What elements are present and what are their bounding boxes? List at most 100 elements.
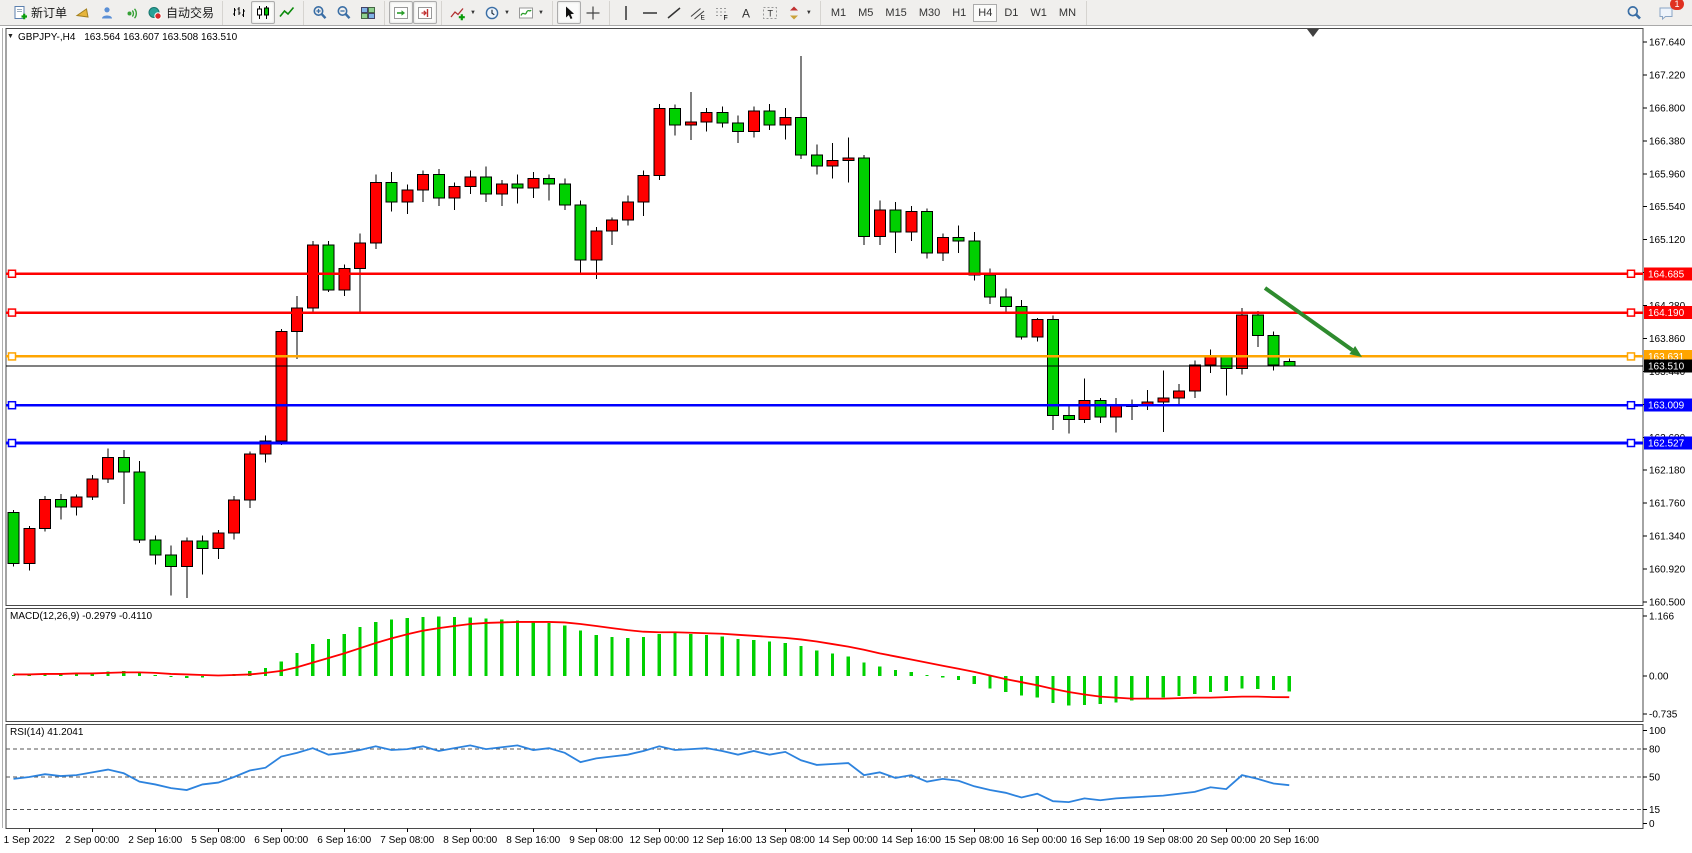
- templates-button[interactable]: ▼: [514, 1, 548, 24]
- hline-handle[interactable]: [1626, 352, 1636, 361]
- vertical-line-button[interactable]: [614, 1, 638, 24]
- crosshair-button[interactable]: [581, 1, 605, 24]
- horizontal-line-button[interactable]: [638, 1, 662, 24]
- price-hline[interactable]: [6, 438, 1643, 448]
- candle: [102, 448, 114, 483]
- trendline-button[interactable]: [662, 1, 686, 24]
- auto-scroll-button[interactable]: [389, 1, 414, 24]
- timeframe-d1-button[interactable]: D1: [1004, 6, 1019, 19]
- candle: [39, 496, 51, 532]
- chart-shift-button[interactable]: [413, 1, 438, 24]
- signals-button[interactable]: [119, 1, 143, 24]
- equidistant-channel-button[interactable]: E: [686, 1, 710, 24]
- search-button[interactable]: [1622, 1, 1646, 24]
- autotrade-icon: [148, 6, 162, 20]
- price-hline[interactable]: [6, 352, 1643, 361]
- timeframe-mn-button[interactable]: MN: [1058, 6, 1077, 19]
- new-order-button[interactable]: 新订单: [8, 1, 71, 24]
- price-hline[interactable]: [6, 308, 1643, 317]
- candle: [133, 460, 146, 544]
- time-tick-label: 6 Sep 00:00: [254, 835, 308, 846]
- timeframe-h4-button[interactable]: H4: [973, 3, 998, 22]
- timeframe-m1-button[interactable]: M1: [830, 6, 847, 19]
- main-pane[interactable]: [5, 28, 1644, 606]
- arrows-button[interactable]: ▼: [782, 1, 816, 24]
- macd-indicator-label: MACD(12,26,9) -0.2979 -0.4110: [10, 611, 153, 622]
- price-hline[interactable]: [6, 400, 1643, 410]
- price-axis[interactable]: 160.500160.920161.340161.760162.180162.6…: [1643, 38, 1686, 609]
- candle: [70, 494, 83, 516]
- candle: [889, 202, 902, 253]
- time-axis[interactable]: 1 Sep 2022 2 Sep 00:00 2 Sep 16:00 5 Sep 08…: [4, 828, 1320, 847]
- alert-horn-button[interactable]: [71, 1, 95, 24]
- price-tick-label: 167.220: [1649, 70, 1686, 81]
- periods-button[interactable]: ▼: [480, 1, 514, 24]
- candle: [401, 184, 414, 214]
- timeframe-m5-button[interactable]: M5: [858, 6, 874, 19]
- dropdown-arrow-icon[interactable]: ▼: [503, 9, 510, 16]
- candle: [1157, 370, 1170, 432]
- notifications-button[interactable]: 1: [1654, 0, 1684, 24]
- macd-signal-line: [13, 621, 1290, 700]
- cursor-group: [553, 0, 610, 25]
- candlestick-chart-button[interactable]: [251, 1, 276, 24]
- hline-handle[interactable]: [1626, 400, 1636, 410]
- hline-handle[interactable]: [1626, 269, 1636, 279]
- hline-handle[interactable]: [7, 308, 17, 317]
- hline-handle[interactable]: [7, 438, 17, 448]
- candle: [417, 170, 429, 202]
- zoom-out-button[interactable]: [332, 1, 356, 24]
- candle: [747, 106, 760, 138]
- indicators-button[interactable]: ▼: [446, 1, 480, 24]
- scroll-group: [385, 0, 443, 25]
- rsi-tick-label: 15: [1649, 805, 1661, 816]
- candle: [795, 56, 807, 159]
- fibonacci-button[interactable]: F: [710, 1, 734, 24]
- cursor-button[interactable]: [556, 1, 581, 24]
- rsi-indicator-label: RSI(14) 41.2041: [10, 727, 84, 738]
- rsi-pane[interactable]: [5, 724, 1644, 829]
- timeframe-w1-button[interactable]: W1: [1030, 6, 1047, 19]
- candle: [480, 166, 492, 202]
- trend-arrow[interactable]: [1263, 286, 1362, 357]
- chart-shift-marker[interactable]: [1307, 29, 1319, 37]
- zoom-in-icon: [313, 5, 327, 19]
- candle: [1251, 311, 1264, 348]
- dropdown-arrow-icon[interactable]: ▼: [537, 9, 544, 16]
- hline-handle[interactable]: [7, 269, 17, 279]
- timeframe-m15-button[interactable]: M15: [885, 6, 907, 19]
- svg-text:163.009: 163.009: [1648, 401, 1685, 412]
- candle: [684, 92, 697, 141]
- symbol-dropdown-icon[interactable]: ▼: [7, 33, 14, 40]
- candle: [1078, 378, 1091, 424]
- hline-handle[interactable]: [1626, 308, 1636, 317]
- hline-handle[interactable]: [7, 352, 17, 361]
- dropdown-arrow-icon[interactable]: ▼: [470, 9, 476, 16]
- textA-icon: A: [742, 6, 750, 20]
- dropdown-arrow-icon[interactable]: ▼: [805, 9, 812, 16]
- macd-pane[interactable]: [5, 608, 1644, 722]
- zoom-in-button[interactable]: [308, 1, 332, 24]
- line-chart-button[interactable]: [275, 1, 299, 24]
- hline-handle[interactable]: [7, 400, 17, 410]
- text-label-button[interactable]: T: [758, 1, 782, 24]
- labelT-icon: T: [762, 6, 777, 19]
- horn-icon: [75, 7, 89, 18]
- text-button[interactable]: A: [734, 1, 758, 24]
- linechart-icon: [279, 6, 295, 17]
- price-tick-label: 160.500: [1649, 598, 1686, 609]
- hline-handle[interactable]: [1626, 438, 1636, 448]
- price-tick-label: 165.960: [1649, 169, 1686, 180]
- auto-trading-button[interactable]: 自动交易: [143, 1, 218, 24]
- candle: [291, 296, 303, 359]
- timeframe-m30-button[interactable]: M30: [918, 6, 941, 19]
- tile-windows-button[interactable]: [356, 1, 380, 24]
- community-button[interactable]: [95, 1, 119, 24]
- time-tick-label: 7 Sep 08:00: [380, 835, 434, 846]
- candles-icon: [257, 5, 270, 19]
- timeframe-h1-button[interactable]: H1: [952, 6, 967, 19]
- price-hline[interactable]: [6, 269, 1643, 279]
- search-icon: [1627, 5, 1641, 19]
- bar-chart-button[interactable]: [227, 1, 251, 24]
